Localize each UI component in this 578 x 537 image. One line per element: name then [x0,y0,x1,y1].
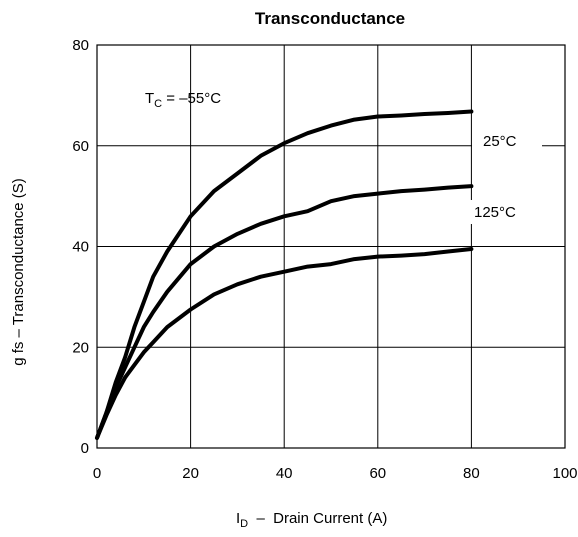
y-tick-label-0: 0 [81,440,89,457]
label-25-bg [472,129,542,153]
y-tick-label-4: 80 [72,37,89,54]
x-tick-label-0: 0 [93,465,101,482]
label-125: 125°C [474,204,516,221]
y-axis-label: g fs – Transconductance (S) [10,178,27,366]
plot-frame [96,44,566,449]
label-tc-55: TC = –55°C [145,90,221,110]
x-tick-label-3: 60 [369,465,386,482]
y-tick-label-2: 40 [72,239,89,256]
y-tick-label-3: 60 [72,138,89,155]
x-tick-label-5: 100 [552,465,577,482]
x-tick-label-1: 20 [182,465,199,482]
x-tick-label-2: 40 [276,465,293,482]
series-line-0 [95,109,474,440]
label-25: 25°C [483,133,517,150]
chart-title: Transconductance [255,9,405,28]
y-tick-labels: 0 20 40 60 80 [72,37,89,457]
x-axis-label: ID – Drain Current (A) [236,510,387,530]
label-125-bg [470,200,532,224]
x-tick-labels: 0 20 40 60 80 100 [93,465,578,482]
y-tick-label-1: 20 [72,339,89,356]
series-line-1 [95,184,474,440]
x-tick-label-4: 80 [463,465,480,482]
curves [95,109,474,440]
series-line-2 [95,247,474,440]
